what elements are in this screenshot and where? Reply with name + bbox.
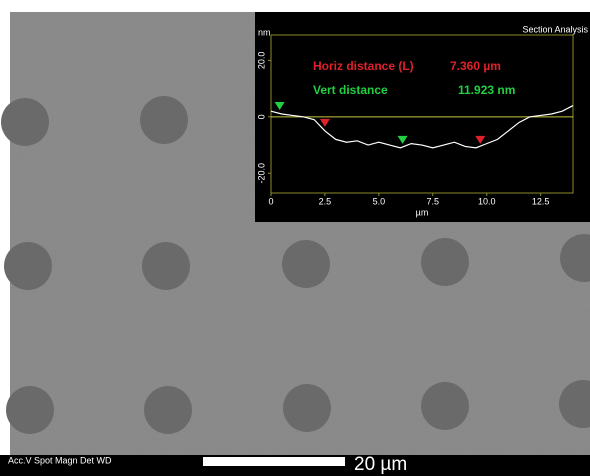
dot — [421, 382, 469, 430]
x-tick-label: 7.5 — [427, 196, 440, 206]
dot — [140, 96, 188, 144]
scale-bar-label: 20 µm — [354, 454, 407, 475]
y-unit: nm — [258, 27, 271, 37]
x-tick-label: 5.0 — [373, 196, 386, 206]
x-tick-label: 12.5 — [532, 196, 550, 206]
y-tick-label: 20.0 — [256, 52, 266, 70]
x-label: µm — [416, 207, 429, 217]
dot — [144, 386, 192, 434]
x-tick-label: 0 — [268, 196, 273, 206]
dot — [6, 386, 54, 434]
annotation: Vert distance — [313, 83, 388, 97]
figure: Acc.V Spot Magn Det WD 20 µm Section Ana… — [0, 0, 590, 476]
annotation: 7.360 µm — [450, 59, 501, 73]
x-tick-label: 2.5 — [319, 196, 332, 206]
inset-title: Section Analysis — [522, 24, 588, 34]
dot — [283, 384, 331, 432]
dot — [421, 238, 469, 286]
sem-info: Acc.V Spot Magn Det WD — [8, 455, 112, 465]
scale-bar — [203, 457, 345, 466]
x-tick-label: 10.0 — [478, 196, 496, 206]
y-tick-label: 0 — [256, 114, 266, 119]
annotation: Horiz distance (L) — [313, 59, 414, 73]
y-tick-label: -20.0 — [256, 163, 266, 184]
dot — [4, 242, 52, 290]
dot — [282, 240, 330, 288]
dot — [1, 98, 49, 146]
dot — [142, 242, 190, 290]
annotation: 11.923 nm — [458, 83, 515, 97]
